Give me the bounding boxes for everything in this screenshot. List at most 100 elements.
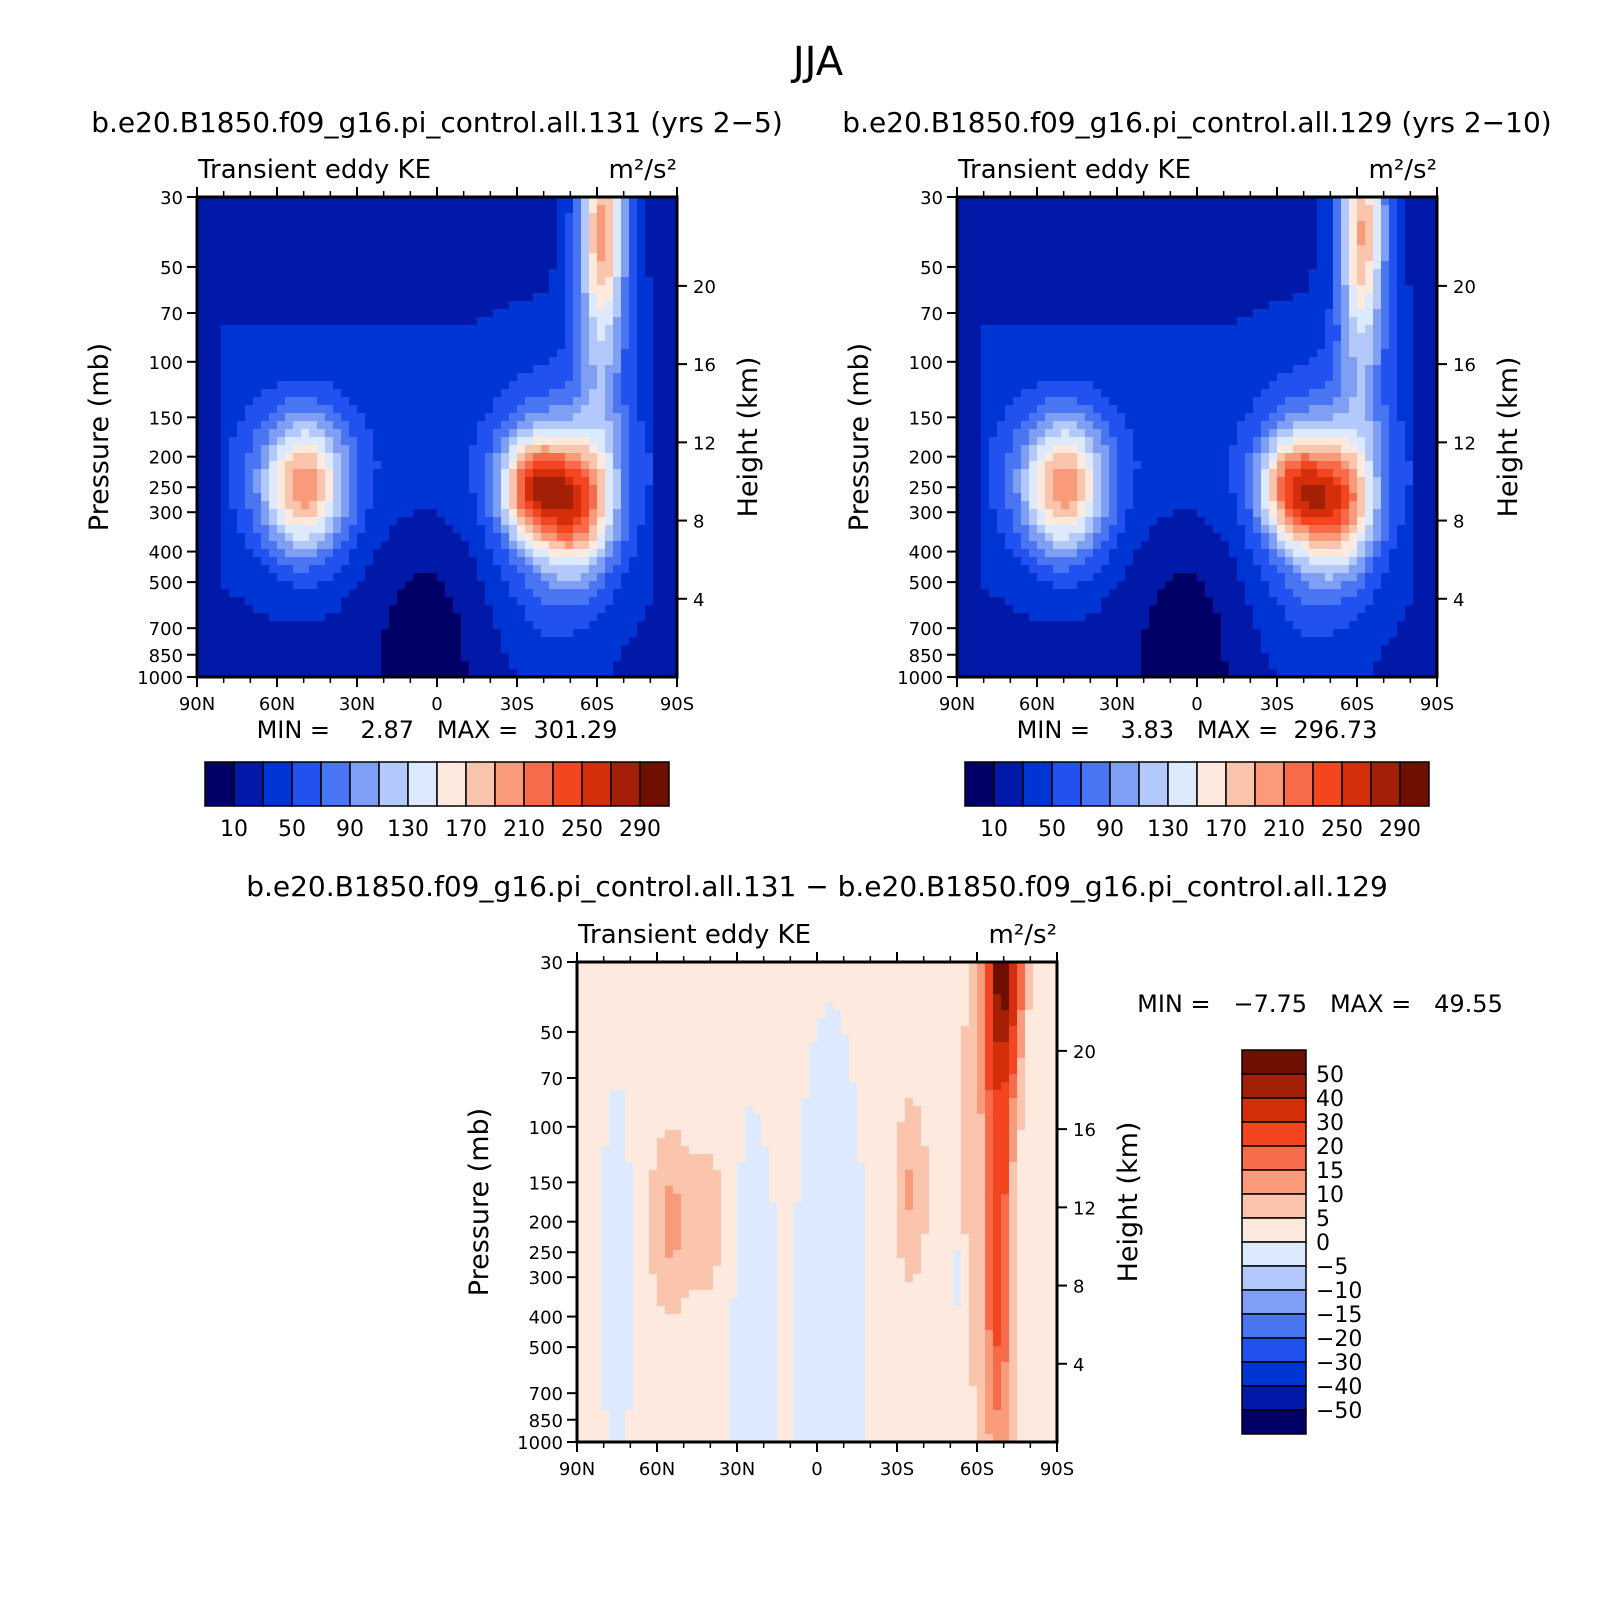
field-cell	[285, 269, 294, 278]
field-cell	[293, 277, 302, 286]
field-cell	[517, 533, 526, 542]
field-cell	[509, 341, 518, 350]
field-cell	[285, 261, 294, 270]
field-cell	[1165, 301, 1174, 310]
field-cell	[629, 213, 638, 222]
field-cell	[485, 349, 494, 358]
field-cell	[277, 285, 286, 294]
field-cell	[421, 509, 430, 518]
field-cell	[1413, 349, 1422, 358]
field-cell	[293, 429, 302, 438]
panel-1-colorbar: 10 50 90 130 170 210 250 290	[204, 761, 670, 842]
field-cell	[573, 509, 582, 518]
field-cell	[477, 461, 486, 470]
field-cell	[317, 301, 326, 310]
field-cell	[237, 557, 246, 566]
field-cell	[661, 261, 670, 270]
field-cell	[613, 421, 622, 430]
field-cell	[1149, 341, 1158, 350]
field-cell	[605, 349, 614, 358]
field-cell	[653, 389, 662, 398]
field-cell	[1333, 341, 1342, 350]
field-cell	[653, 205, 662, 214]
field-cell	[613, 613, 622, 622]
field-cell	[1285, 213, 1294, 222]
field-cell	[269, 389, 278, 398]
field-cell	[325, 629, 334, 638]
field-cell	[589, 565, 598, 574]
field-cell	[653, 381, 662, 390]
field-cell	[1245, 341, 1254, 350]
field-cell	[1125, 341, 1134, 350]
field-cell	[437, 445, 446, 454]
field-cell	[1029, 309, 1038, 318]
field-cell	[541, 549, 550, 558]
field-cell	[253, 565, 262, 574]
field-cell	[1357, 309, 1366, 318]
field-cell	[389, 197, 398, 206]
field-cell	[1149, 229, 1158, 238]
field-cell	[461, 301, 470, 310]
field-cell	[541, 197, 550, 206]
field-cell	[1157, 277, 1166, 286]
field-cell	[485, 237, 494, 246]
field-cell	[429, 197, 438, 206]
field-cell	[549, 453, 558, 462]
field-cell	[205, 333, 214, 342]
field-cell	[349, 397, 358, 406]
field-cell	[485, 293, 494, 302]
field-cell	[637, 605, 646, 614]
field-cell	[285, 549, 294, 558]
field-cell	[397, 565, 406, 574]
field-cell	[333, 661, 342, 670]
field-cell	[469, 581, 478, 590]
field-cell	[589, 221, 598, 230]
field-cell	[317, 317, 326, 326]
field-cell	[317, 373, 326, 382]
field-cell	[621, 357, 630, 366]
colorbar-label: 250	[561, 817, 603, 842]
field-cell	[525, 365, 534, 374]
field-cell	[469, 341, 478, 350]
field-cell	[989, 269, 998, 278]
field-cell	[309, 197, 318, 206]
field-cell	[1085, 205, 1094, 214]
field-cell	[661, 405, 670, 414]
field-cell	[581, 613, 590, 622]
field-cell	[1029, 229, 1038, 238]
field-cell	[221, 653, 230, 662]
field-cell	[1061, 237, 1070, 246]
field-cell	[1357, 333, 1366, 342]
field-cell	[1261, 205, 1270, 214]
field-cell	[245, 565, 254, 574]
field-cell	[405, 621, 414, 630]
field-cell	[357, 629, 366, 638]
field-cell	[581, 277, 590, 286]
field-cell	[637, 309, 646, 318]
field-cell	[565, 645, 574, 654]
field-cell	[621, 589, 630, 598]
field-cell	[413, 549, 422, 558]
field-cell	[589, 413, 598, 422]
field-cell	[437, 661, 446, 670]
field-cell	[597, 557, 606, 566]
field-cell	[1333, 325, 1342, 334]
field-cell	[557, 437, 566, 446]
field-cell	[493, 493, 502, 502]
field-cell	[413, 413, 422, 422]
field-cell	[333, 301, 342, 310]
field-cell	[1101, 301, 1110, 310]
field-cell	[493, 533, 502, 542]
field-cell	[645, 605, 654, 614]
field-cell	[1429, 213, 1437, 222]
x-tick-label: 60N	[259, 694, 295, 715]
field-cell	[213, 261, 222, 270]
field-cell	[589, 549, 598, 558]
field-cell	[1357, 293, 1366, 302]
field-cell	[469, 621, 478, 630]
field-cell	[1221, 277, 1230, 286]
field-cell	[221, 437, 230, 446]
field-cell	[1165, 261, 1174, 270]
field-cell	[1213, 205, 1222, 214]
field-cell	[621, 557, 630, 566]
